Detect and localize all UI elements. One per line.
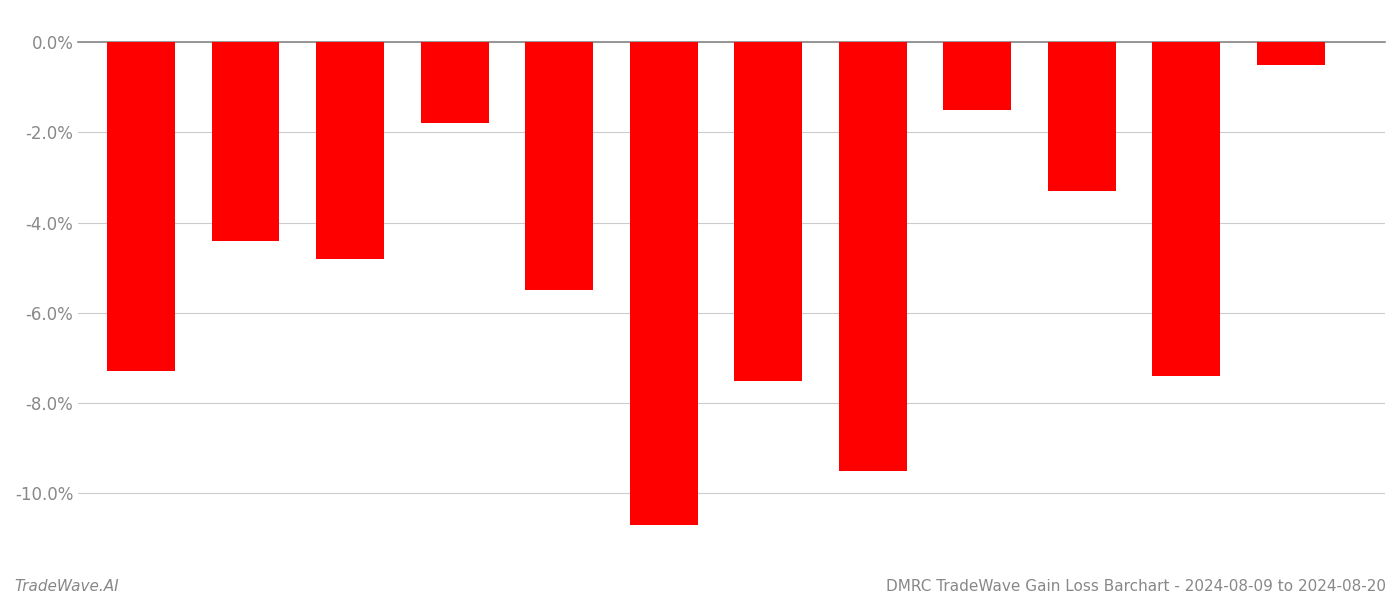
- Bar: [420, 42, 489, 123]
- Bar: [211, 42, 280, 241]
- Bar: [1047, 42, 1116, 191]
- Bar: [734, 42, 802, 380]
- Bar: [106, 42, 175, 371]
- Bar: [944, 42, 1011, 110]
- Bar: [316, 42, 384, 259]
- Bar: [839, 42, 907, 471]
- Bar: [1152, 42, 1221, 376]
- Bar: [525, 42, 594, 290]
- Text: TradeWave.AI: TradeWave.AI: [14, 579, 119, 594]
- Bar: [630, 42, 697, 525]
- Text: DMRC TradeWave Gain Loss Barchart - 2024-08-09 to 2024-08-20: DMRC TradeWave Gain Loss Barchart - 2024…: [886, 579, 1386, 594]
- Bar: [1257, 42, 1324, 65]
